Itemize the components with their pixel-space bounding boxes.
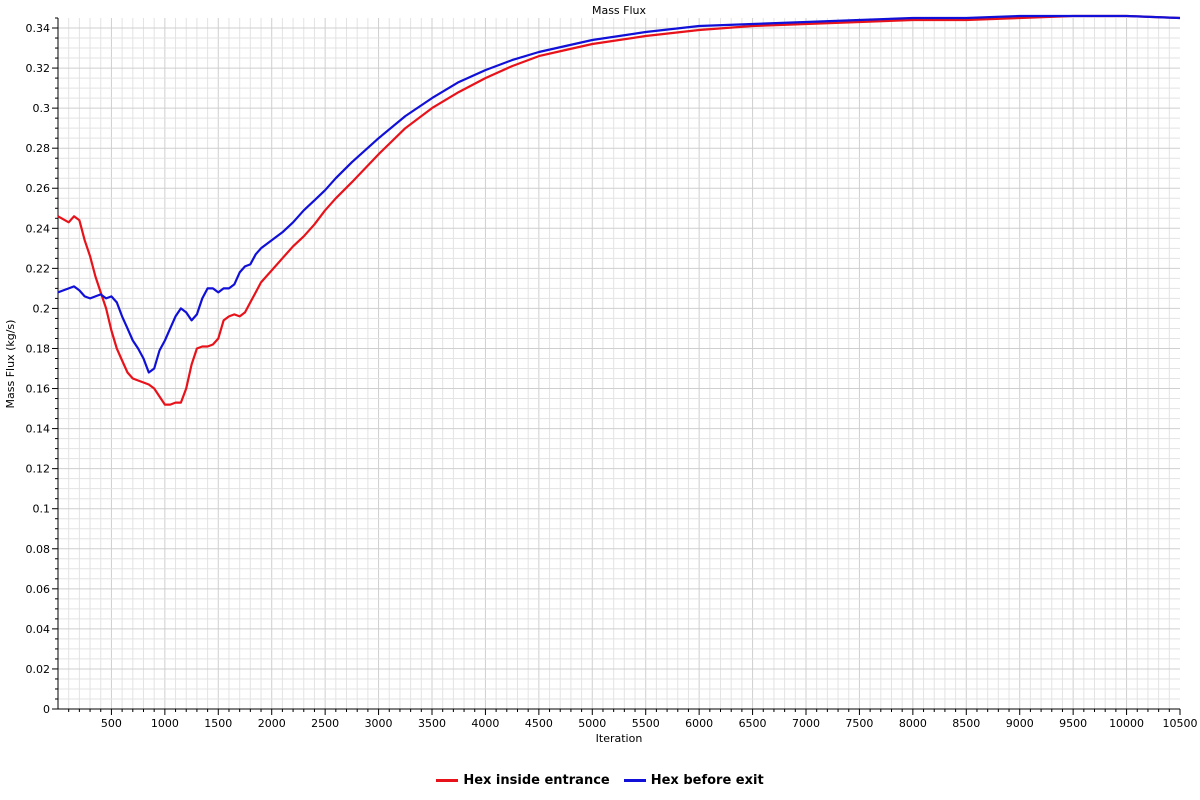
y-tick-label: 0.24 bbox=[26, 222, 51, 235]
y-tick-label: 0.2 bbox=[33, 302, 51, 315]
x-tick-label: 7500 bbox=[845, 717, 873, 730]
x-tick-label: 4500 bbox=[525, 717, 553, 730]
legend-item-entrance: Hex inside entrance bbox=[436, 772, 610, 788]
series-line-1 bbox=[57, 14, 1181, 374]
y-tick-label: 0.04 bbox=[26, 623, 51, 636]
x-tick-label: 2500 bbox=[311, 717, 339, 730]
y-tick-label: 0.32 bbox=[26, 62, 51, 75]
x-tick-label: 5500 bbox=[632, 717, 660, 730]
x-axis-ticks: 500 1000 1500 2000 2500 3000 3500 4000 4500 5000 5… bbox=[68, 709, 1198, 730]
y-axis-title: Mass Flux (kg/s) bbox=[4, 320, 17, 409]
legend-label: Hex before exit bbox=[650, 772, 764, 788]
x-tick-label: 10500 bbox=[1163, 717, 1198, 730]
series-lines bbox=[57, 14, 1181, 406]
x-tick-label: 9500 bbox=[1059, 717, 1087, 730]
grid bbox=[58, 18, 1180, 709]
x-tick-label: 5000 bbox=[578, 717, 606, 730]
x-tick-label: 10000 bbox=[1109, 717, 1144, 730]
legend-swatch-blue bbox=[623, 778, 646, 782]
legend: Hex inside entrance Hex before exit bbox=[0, 770, 1200, 790]
x-tick-label: 9000 bbox=[1006, 717, 1034, 730]
x-axis-title: Iteration bbox=[596, 732, 643, 745]
x-tick-label: 8000 bbox=[899, 717, 927, 730]
x-tick-label: 6500 bbox=[739, 717, 767, 730]
chart-title: Mass Flux bbox=[592, 4, 647, 17]
y-tick-label: 0.22 bbox=[26, 262, 51, 275]
x-tick-label: 7000 bbox=[792, 717, 820, 730]
y-tick-label: 0.16 bbox=[26, 383, 51, 396]
series-line-0 bbox=[57, 14, 1181, 406]
y-tick-label: 0.3 bbox=[33, 102, 51, 115]
x-tick-label: 1000 bbox=[151, 717, 179, 730]
y-tick-label: 0.1 bbox=[33, 503, 51, 516]
y-tick-label: 0.14 bbox=[26, 423, 51, 436]
x-tick-label: 4000 bbox=[471, 717, 499, 730]
legend-label: Hex inside entrance bbox=[463, 772, 610, 788]
y-tick-label: 0.12 bbox=[26, 463, 51, 476]
x-tick-label: 1500 bbox=[204, 717, 232, 730]
x-tick-label: 2000 bbox=[258, 717, 286, 730]
x-tick-label: 500 bbox=[101, 717, 122, 730]
x-tick-label: 8500 bbox=[952, 717, 980, 730]
y-tick-label: 0.18 bbox=[26, 342, 51, 355]
x-tick-label: 3000 bbox=[365, 717, 393, 730]
y-tick-label: 0.02 bbox=[26, 663, 51, 676]
x-tick-label: 6000 bbox=[685, 717, 713, 730]
legend-swatch-red bbox=[436, 778, 459, 782]
y-tick-label: 0.28 bbox=[26, 142, 51, 155]
y-tick-label: 0.34 bbox=[26, 22, 51, 35]
y-tick-label: 0.26 bbox=[26, 182, 51, 195]
legend-item-exit: Hex before exit bbox=[623, 772, 764, 788]
y-axis-ticks: 0 0.02 0.04 0.06 0.08 0.1 0.12 0.14 0.16 0.18 0.2 0… bbox=[26, 17, 58, 716]
y-tick-label: 0 bbox=[43, 703, 50, 716]
x-tick-label: 3500 bbox=[418, 717, 446, 730]
axes bbox=[57, 18, 1180, 710]
y-tick-label: 0.08 bbox=[26, 543, 51, 556]
y-tick-label: 0.06 bbox=[26, 583, 51, 596]
